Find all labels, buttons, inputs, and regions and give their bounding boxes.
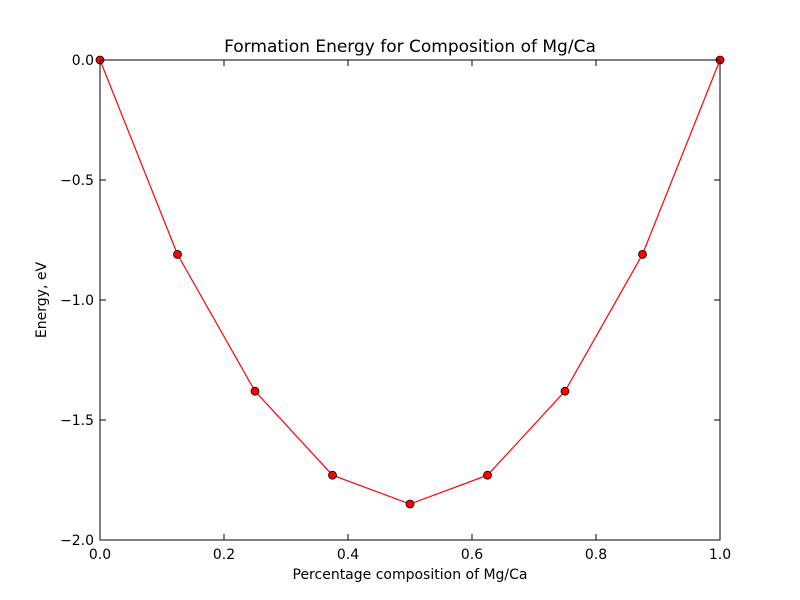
x-tick-label: 1.0 bbox=[709, 547, 731, 563]
y-tick-label: −0.5 bbox=[60, 173, 94, 189]
x-tick-label: 0.0 bbox=[89, 547, 111, 563]
data-point bbox=[328, 470, 337, 480]
y-tick-label: 0.0 bbox=[72, 53, 94, 69]
data-point bbox=[638, 249, 647, 259]
axis-ticks: 0.0 0.2 0.4 0.6 0.8 1.0 0.0 −0.5 −1.0 −1.5 −2.0 bbox=[60, 53, 731, 563]
data-point bbox=[250, 386, 260, 396]
y-axis-label: Energy, eV bbox=[34, 262, 50, 339]
y-tick-label: −1.0 bbox=[60, 293, 94, 309]
series-line bbox=[99, 59, 721, 505]
chart-title: Formation Energy for Composition of Mg/C… bbox=[224, 37, 596, 57]
data-point bbox=[560, 386, 570, 396]
y-tick-label: −1.5 bbox=[60, 413, 94, 429]
x-tick-label: 0.6 bbox=[461, 547, 483, 563]
data-series bbox=[95, 55, 725, 509]
x-tick-label: 0.4 bbox=[337, 547, 359, 563]
x-tick-label: 0.8 bbox=[585, 547, 607, 563]
data-point bbox=[405, 499, 415, 509]
x-axis-label: Percentage composition of Mg/Ca bbox=[293, 567, 528, 583]
data-point bbox=[483, 470, 492, 480]
y-tick-label: −2.0 bbox=[60, 533, 94, 549]
data-point bbox=[173, 249, 182, 259]
plot-frame bbox=[99, 59, 721, 541]
x-tick-label: 0.2 bbox=[213, 547, 235, 563]
